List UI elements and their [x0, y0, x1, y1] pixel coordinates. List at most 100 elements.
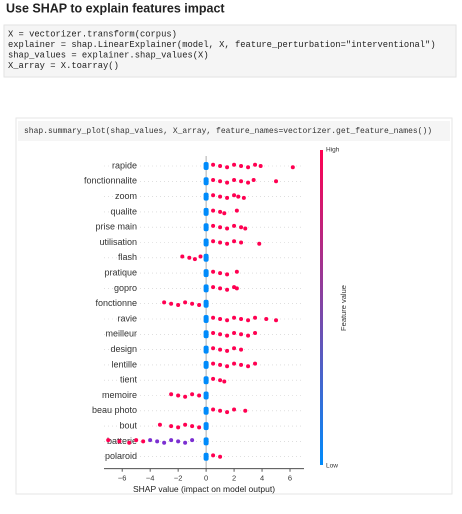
dot-pile — [203, 207, 209, 216]
dot — [253, 162, 258, 167]
dot — [218, 317, 223, 321]
feature-label: ravie — [117, 313, 137, 323]
dot — [176, 439, 181, 444]
dot — [232, 331, 237, 335]
dot — [225, 348, 230, 353]
dot — [134, 438, 139, 443]
dot-pile — [203, 391, 209, 400]
dot — [183, 440, 188, 445]
dot — [225, 226, 230, 231]
dot — [239, 179, 244, 184]
feature-label: prise main — [95, 222, 137, 232]
feature-label: bout — [119, 420, 137, 430]
code-line: X_array = X.toarray() — [8, 61, 119, 71]
dot — [243, 226, 248, 231]
feature-label: fonctionnalite — [84, 176, 137, 186]
feature-label: lentille — [111, 359, 137, 369]
dot — [222, 379, 227, 384]
feature-label: fonctionne — [95, 298, 137, 308]
code-cell — [3, 24, 457, 78]
dot-pile — [203, 177, 209, 186]
dot — [218, 378, 223, 383]
dot-pile — [203, 253, 209, 262]
x-tick-label: 2 — [232, 474, 236, 483]
dot — [211, 407, 216, 412]
dot — [211, 285, 216, 290]
dot — [232, 223, 237, 228]
dot — [218, 194, 223, 199]
dot — [162, 300, 167, 305]
dot — [169, 301, 174, 306]
dot — [225, 241, 230, 246]
dot-pile — [203, 162, 209, 170]
feature-label: tient — [120, 375, 138, 385]
dot — [290, 165, 295, 170]
dot-pile — [203, 345, 209, 354]
dot-pile — [203, 452, 209, 461]
dot — [225, 410, 230, 415]
dot — [251, 178, 256, 182]
dot — [253, 361, 258, 366]
dot — [232, 162, 237, 167]
dot — [232, 315, 237, 320]
dot — [225, 333, 230, 338]
code-line: explainer = shap.LinearExplainer(model, … — [8, 40, 436, 50]
dot-pile — [203, 223, 209, 232]
dot — [239, 317, 244, 321]
output-code-box — [18, 121, 450, 141]
dot — [183, 300, 188, 305]
dot — [232, 346, 237, 351]
dot — [176, 393, 181, 398]
dot — [197, 393, 202, 398]
dot — [190, 438, 195, 443]
dot-pile — [203, 406, 209, 415]
x-tick-label: −6 — [118, 474, 127, 483]
dot — [234, 269, 239, 274]
dot — [225, 364, 230, 369]
dot-pile — [203, 376, 209, 385]
dot — [232, 193, 237, 198]
dot — [234, 208, 239, 213]
dot — [218, 179, 223, 184]
output-code: shap.summary_plot(shap_values, X_array, … — [24, 127, 432, 136]
dot — [211, 162, 216, 167]
feature-label: gopro — [114, 283, 137, 293]
dot — [117, 439, 122, 444]
dot — [211, 361, 216, 366]
feature-label: polaroid — [105, 451, 137, 461]
title: Use SHAP to explain features impact — [6, 1, 225, 15]
dot — [239, 347, 244, 352]
dot-pile — [203, 238, 209, 247]
dot — [211, 239, 216, 244]
x-tick-label: −2 — [174, 474, 183, 483]
feature-label: pratique — [104, 267, 137, 277]
dot-pile — [203, 192, 209, 201]
dot — [274, 179, 279, 184]
dot-pile — [203, 422, 209, 431]
dot — [274, 318, 279, 323]
dot — [176, 425, 181, 430]
dot — [155, 439, 160, 444]
x-tick-label: 0 — [204, 474, 208, 483]
dot — [211, 178, 216, 182]
colorbar — [320, 150, 323, 465]
dot — [218, 454, 223, 459]
output-cell — [15, 117, 453, 495]
x-tick-label: 4 — [260, 474, 264, 483]
dot — [169, 438, 174, 443]
dot — [232, 178, 237, 182]
dot — [234, 286, 239, 291]
dot — [253, 315, 258, 320]
dot — [225, 318, 230, 323]
dot — [192, 257, 197, 262]
dot-pile — [203, 284, 209, 293]
dot — [246, 364, 251, 369]
dot — [243, 408, 248, 413]
dot — [232, 239, 237, 244]
dot — [211, 315, 216, 320]
dot — [218, 209, 223, 214]
dot — [225, 287, 230, 292]
dot — [183, 394, 188, 399]
dot — [241, 195, 246, 200]
